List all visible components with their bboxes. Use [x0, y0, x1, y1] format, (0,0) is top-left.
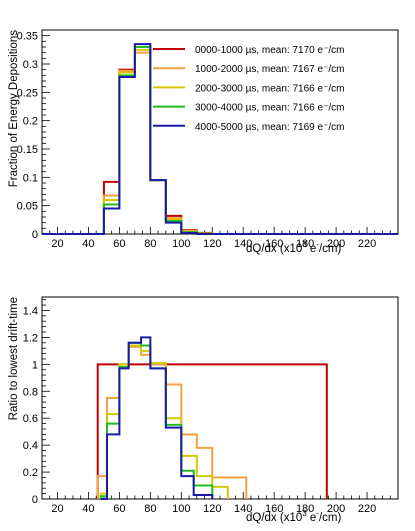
- top-panel: 20 40 60 80 100 120 140 160 180 200 220 0 0.05 0.1 0.1…: [8, 29, 399, 255]
- series-line-4: [100, 336, 214, 500]
- y-tick-label: 0: [32, 229, 38, 241]
- y-tick-label: 1: [32, 359, 38, 371]
- y-tick-label: 0.2: [23, 116, 38, 128]
- x-tick-label: 40: [82, 238, 94, 250]
- x-tick-label: 100: [172, 238, 190, 250]
- plot-frame: [41, 296, 399, 500]
- legend-entry-0: 0000-1000 µs, mean: 7170 e⁻/cm: [195, 45, 344, 56]
- y-tick-label: 0.8: [23, 386, 38, 398]
- y-tick-label: 0.35: [17, 31, 38, 43]
- x-axis-label: dQ/dx (x103 e-/cm): [246, 509, 341, 524]
- y-tick-label: 0.25: [17, 87, 38, 99]
- x-tick-label: 60: [113, 503, 125, 515]
- legend-entry-3: 3000-4000 µs, mean: 7166 e⁻/cm: [195, 103, 344, 114]
- series-line-2: [42, 48, 398, 235]
- x-tick-label: 180: [296, 238, 314, 250]
- x-tick-label: 220: [358, 238, 376, 250]
- x-tick-label: 60: [113, 238, 125, 250]
- x-tick-label: 160: [265, 503, 283, 515]
- x-tick-label: 140: [234, 503, 252, 515]
- x-tick-label: 140: [234, 238, 252, 250]
- x-axis-label: dQ/dx (x103 e-/cm): [246, 240, 341, 255]
- series-line-1: [42, 51, 398, 235]
- y-tick-label: 0.6: [23, 413, 38, 425]
- x-tick-label: 20: [51, 503, 63, 515]
- x-tick-label: 80: [144, 503, 156, 515]
- series-line-4: [42, 43, 398, 235]
- x-tick-label: 20: [51, 238, 63, 250]
- y-tick-label: 1.4: [23, 305, 38, 317]
- x-tick-label: 120: [203, 503, 221, 515]
- y-tick-label: 0: [32, 494, 38, 506]
- legend-entry-4: 4000-5000 µs, mean: 7169 e⁻/cm: [195, 122, 344, 133]
- x-tick-label: 220: [358, 503, 376, 515]
- y-tick-label: 0.05: [17, 201, 38, 213]
- x-tick-label: 120: [203, 238, 221, 250]
- x-tick-label: 160: [265, 238, 283, 250]
- y-axis-label: Fraction of Energy Depositions: [8, 30, 20, 187]
- legend-entry-2: 2000-3000 µs, mean: 7166 e⁻/cm: [195, 83, 344, 94]
- x-tick-label: 200: [327, 503, 345, 515]
- y-tick-label: 0.2: [23, 467, 38, 479]
- x-tick-label: 80: [144, 238, 156, 250]
- x-tick-label: 180: [296, 503, 314, 515]
- y-tick-label: 0.15: [17, 144, 38, 156]
- y-axis-label: Ratio to lowest drift-time: [8, 297, 20, 420]
- x-tick-label: 40: [82, 503, 94, 515]
- y-tick-label: 0.1: [23, 172, 38, 184]
- y-tick-label: 1.2: [23, 332, 38, 344]
- series-line-3: [99, 341, 214, 499]
- bottom-panel: 20 40 60 80 100 120 140 160 180 200 220 0 0.2 0.4 0.6 0…: [8, 296, 399, 524]
- x-tick-label: 200: [327, 238, 345, 250]
- y-tick-label: 0.3: [23, 59, 38, 71]
- y-tick-label: 0.4: [23, 440, 38, 452]
- legend-entry-1: 1000-2000 µs, mean: 7167 e⁻/cm: [195, 64, 344, 75]
- series-line-0: [96, 363, 328, 499]
- x-tick-label: 100: [172, 503, 190, 515]
